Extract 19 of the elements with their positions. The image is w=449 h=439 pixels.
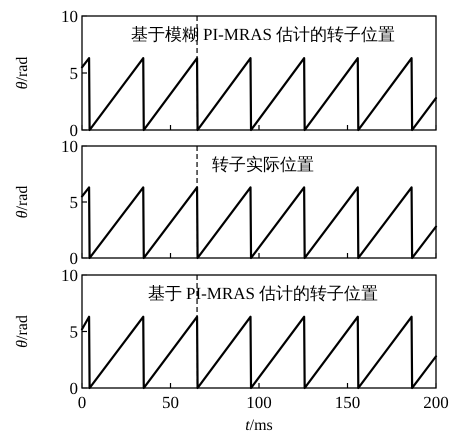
y-tick-label: 0: [70, 121, 78, 140]
y-tick-label: 10: [61, 266, 78, 285]
x-tick-label: 150: [334, 393, 360, 412]
y-axis-title: θ/rad: [14, 315, 31, 348]
y-tick-label: 0: [70, 249, 78, 268]
y-axis-title: θ/rad: [14, 186, 31, 218]
x-tick-label: 200: [423, 393, 449, 412]
y-tick-label: 0: [70, 379, 78, 398]
y-tick-label: 5: [70, 322, 78, 342]
y-tick-label: 5: [70, 193, 78, 212]
text: 转子实际位置: [212, 155, 314, 174]
y-axis-title: θ/rad: [14, 56, 31, 90]
x-axis-title: t/ms: [245, 417, 273, 434]
y-tick-label: 10: [61, 7, 78, 26]
x-tick-label: 50: [162, 393, 179, 412]
y-tick-label: 5: [70, 64, 78, 83]
x-tick-label: 100: [246, 393, 272, 412]
y-tick-label: 10: [61, 137, 78, 156]
text: 基于 PI-MRAS 估计的转子位置: [148, 284, 378, 303]
